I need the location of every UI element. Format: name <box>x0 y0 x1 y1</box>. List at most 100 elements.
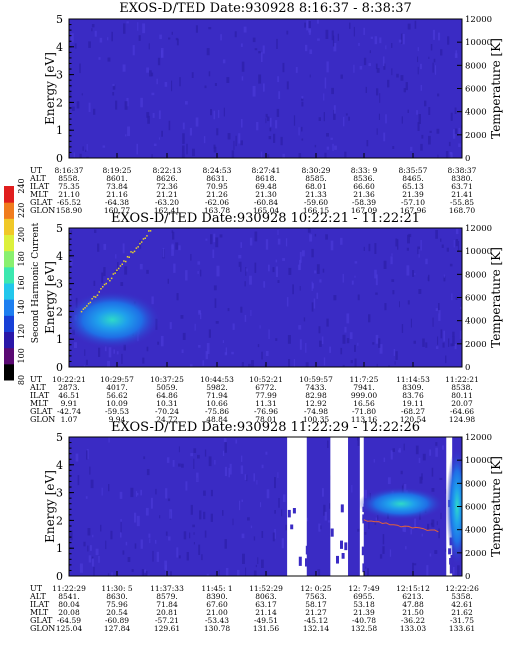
orbit-table-cell: 158.90 <box>56 206 82 215</box>
orbit-table-cell: 12: 0:25 <box>300 584 332 593</box>
orbit-table-cell: 20.08 <box>58 608 80 617</box>
orbit-table-cell: -75.86 <box>205 407 229 416</box>
orbit-table-cell: 10.31 <box>156 399 177 408</box>
orbit-table-cell: 11:22:21 <box>445 375 479 384</box>
data-gap <box>287 437 307 576</box>
orbit-table-cell: -58.39 <box>352 198 376 207</box>
colorbar-swatch <box>4 315 14 332</box>
orbit-table-cell: 7433. <box>305 383 326 392</box>
orbit-table-row-label: UT <box>30 166 43 175</box>
panel-title: EXOS-D/TED Date:930928 8:16:37 - 8:38:37 <box>119 1 412 16</box>
temperature-axis-label: Temperature [K] <box>489 38 503 139</box>
orbit-table-cell: 16.56 <box>353 399 375 408</box>
orbit-table-row-label: GLAT <box>30 198 53 207</box>
orbit-table-cell: 10:29:57 <box>100 375 134 384</box>
orbit-table-cell: 132.14 <box>303 624 329 633</box>
colorbar-tick-label: 80 <box>17 375 26 385</box>
energy-tick-label: 5 <box>56 431 63 444</box>
orbit-table-cell: 73.84 <box>106 182 128 191</box>
orbit-table-cell: 12:22:26 <box>445 584 479 593</box>
orbit-table-cell: 160.77 <box>104 206 130 215</box>
colorbar-tick-label: 240 <box>17 178 26 193</box>
orbit-table-cell: 11:22:29 <box>52 584 86 593</box>
orbit-table-row-label: ALT <box>29 174 46 183</box>
orbit-table-cell: 8631. <box>206 174 227 183</box>
temperature-tick-label: 6000 <box>465 85 487 95</box>
orbit-table-cell: 12:15:12 <box>396 584 430 593</box>
orbit-table-cell: 66.60 <box>353 182 375 191</box>
orbit-table-cell: 10.66 <box>206 399 228 408</box>
colorbar-swatch <box>4 331 14 349</box>
colorbar-swatch <box>4 234 14 252</box>
orbit-table-cell: 8465. <box>402 174 423 183</box>
orbit-table-cell: 48.84 <box>206 415 228 424</box>
orbit-table-cell: 8579. <box>156 592 177 601</box>
orbit-table-cell: 124.98 <box>449 415 475 424</box>
orbit-table-cell: 21.00 <box>206 608 228 617</box>
energy-tick-label: 3 <box>56 487 63 500</box>
orbit-table-cell: 167.09 <box>351 206 377 215</box>
orbit-table-cell: 165.04 <box>253 206 279 215</box>
orbit-table-cell: 21.26 <box>206 190 228 199</box>
orbit-table-cell: 11:7:25 <box>350 375 379 384</box>
orbit-table-cell: 72.36 <box>156 182 178 191</box>
orbit-table-cell: 53.18 <box>353 600 375 609</box>
colorbar-swatch <box>4 299 14 316</box>
orbit-table-cell: -42.74 <box>57 407 81 416</box>
panel-title: EXOS-D/TED Date:930928 11:22:29 - 12:22:… <box>111 420 420 435</box>
orbit-table-cell: 63.17 <box>255 600 277 609</box>
orbit-table-cell: 8:19:25 <box>103 166 132 175</box>
orbit-table-cell: 133.61 <box>449 624 475 633</box>
colorbar-tick-label: 160 <box>17 275 26 290</box>
energy-axis-label: Energy [eV] <box>43 261 57 334</box>
orbit-table-cell: 166.15 <box>303 206 329 215</box>
orbit-table-cell: 5059. <box>156 383 177 392</box>
orbit-table-cell: 67.60 <box>206 600 228 609</box>
orbit-table-cell: 9.94 <box>109 415 126 424</box>
orbit-table-cell: 58.17 <box>305 600 327 609</box>
orbit-table-row-label: GLON <box>30 624 55 633</box>
colorbar-swatch <box>4 186 14 203</box>
orbit-table-cell: -68.27 <box>401 407 425 416</box>
colorbar-label: Second Harmonic Current <box>31 222 41 343</box>
orbit-table-cell: 21.16 <box>106 190 128 199</box>
orbit-table-row-label: ILAT <box>30 600 50 609</box>
energy-tick-label: 2 <box>56 96 63 109</box>
orbit-table-cell: 168.70 <box>449 206 475 215</box>
orbit-table-cell: -60.84 <box>254 198 278 207</box>
orbit-table-cell: 4017. <box>106 383 127 392</box>
orbit-table-cell: 64.86 <box>156 391 178 400</box>
temperature-tick-label: 12000 <box>465 433 492 443</box>
orbit-table-cell: -59.53 <box>105 407 129 416</box>
orbit-table-cell: 9.91 <box>61 399 78 408</box>
energy-tick-label: 5 <box>56 13 63 26</box>
orbit-table-cell: 21.41 <box>451 190 472 199</box>
energy-tick-label: 2 <box>56 514 63 527</box>
spectrogram-panel-3: EXOS-D/TED Date:930928 11:22:29 - 12:22:… <box>29 420 503 633</box>
temperature-tick-label: 12000 <box>465 15 492 25</box>
orbit-table-cell: 11:14:53 <box>396 375 430 384</box>
orbit-table-cell: 12.92 <box>305 399 327 408</box>
orbit-table-cell: 8:35:57 <box>399 166 428 175</box>
temperature-tick-label: 4000 <box>465 108 487 118</box>
orbit-table-cell: 8541. <box>58 592 79 601</box>
orbit-table-cell: 21.10 <box>58 190 80 199</box>
orbit-table-row-label: GLAT <box>30 407 53 416</box>
temperature-tick-label: 6000 <box>465 503 487 513</box>
orbit-table-cell: 71.94 <box>206 391 228 400</box>
orbit-table-row-label: ILAT <box>30 182 50 191</box>
orbit-table-cell: 8618. <box>255 174 276 183</box>
orbit-table-cell: 8626. <box>156 174 177 183</box>
orbit-table-cell: -45.12 <box>304 616 328 625</box>
orbit-table-cell: 19.11 <box>402 399 423 408</box>
temperature-tick-label: 0 <box>465 363 470 373</box>
spectrogram-panel-2: EXOS-D/TED Date:930928 10:22:21 - 11:22:… <box>29 211 503 424</box>
energy-tick-label: 3 <box>56 69 63 82</box>
orbit-table-cell: 8390. <box>206 592 227 601</box>
orbit-table-cell: 21.30 <box>255 190 277 199</box>
colorbar-tick-label: 120 <box>17 324 26 339</box>
orbit-table-cell: -53.43 <box>205 616 229 625</box>
orbit-table-cell: 11:37:33 <box>150 584 184 593</box>
orbit-table-cell: 10.09 <box>106 399 128 408</box>
orbit-table-cell: 10:59:57 <box>299 375 333 384</box>
